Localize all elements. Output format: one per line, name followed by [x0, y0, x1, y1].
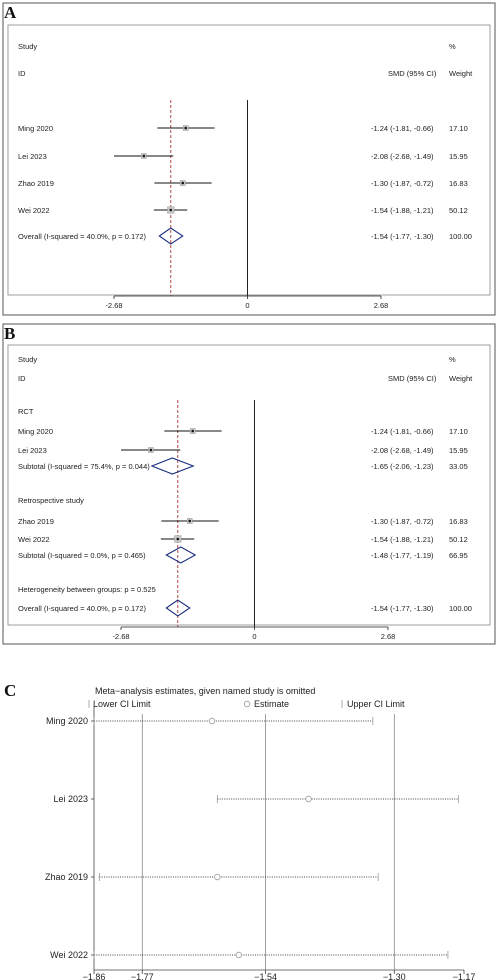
- study-name: Wei 2022: [18, 206, 50, 215]
- header-percent: %: [449, 42, 456, 51]
- weight-text: 16.83: [449, 179, 468, 188]
- weight-text: 15.95: [449, 152, 468, 161]
- ci-text: -2.08 (-2.68, -1.49): [371, 152, 434, 161]
- ci-text: -1.54 (-1.88, -1.21): [371, 535, 434, 544]
- x-tick-label: 2.68: [381, 632, 396, 641]
- pooled-ci-text: -1.54 (-1.77, -1.30): [371, 604, 434, 613]
- x-tick-label: −1.54: [254, 972, 277, 980]
- x-tick-label: −1.86: [83, 972, 106, 980]
- header-id: ID: [18, 69, 26, 78]
- point-estimate: [169, 208, 173, 212]
- study-name: Wei 2022: [18, 535, 50, 544]
- study-label: Wei 2022: [50, 950, 88, 960]
- panel-a-plot-region: [7, 24, 491, 296]
- pooled-weight-text: 33.05: [449, 462, 468, 471]
- legend-lower-label: Lower CI Limit: [93, 699, 151, 709]
- x-tick-label: -2.68: [105, 301, 122, 310]
- x-tick-label: -2.68: [112, 632, 129, 641]
- panel-c-sensitivity-plot: Meta−analysis estimates, given named stu…: [45, 686, 475, 980]
- x-tick-label: 0: [252, 632, 256, 641]
- study-label: Lei 2023: [53, 794, 88, 804]
- header-weight: Weight: [449, 374, 473, 383]
- study-name: Lei 2023: [18, 446, 47, 455]
- point-estimate: [176, 537, 180, 541]
- estimate-marker: [214, 873, 221, 881]
- point-estimate: [191, 429, 195, 433]
- pooled-ci-text: -1.54 (-1.77, -1.30): [371, 232, 434, 241]
- weight-text: 15.95: [449, 446, 468, 455]
- ci-text: -1.30 (-1.87, -0.72): [371, 517, 434, 526]
- ci-text: -1.24 (-1.81, -0.66): [371, 124, 434, 133]
- weight-text: 50.12: [449, 535, 468, 544]
- panel-a-label: A: [4, 3, 17, 22]
- estimate-marker: [235, 951, 242, 959]
- weight-text: 50.12: [449, 206, 468, 215]
- panel-b-label: B: [4, 324, 15, 343]
- header-effect: SMD (95% CI): [388, 374, 437, 383]
- header-id: ID: [18, 374, 26, 383]
- x-tick-label: −1.17: [453, 972, 476, 980]
- x-tick-label: 0: [245, 301, 249, 310]
- point-estimate: [188, 519, 192, 523]
- legend-estimate-marker: [243, 700, 251, 708]
- pooled-diamond: [158, 227, 184, 245]
- study-name: Zhao 2019: [18, 179, 54, 188]
- study-name: Zhao 2019: [18, 517, 54, 526]
- heterogeneity-text: Heterogeneity between groups: p = 0.525: [18, 585, 156, 594]
- estimate-marker: [208, 717, 216, 725]
- weight-text: 17.10: [449, 427, 468, 436]
- weight-text: 17.10: [449, 124, 468, 133]
- study-label: Zhao 2019: [45, 872, 88, 882]
- panel-b-forest-plot: Study ID SMD (95% CI)% Weight -2.68 0 2.68 RCT M…: [18, 355, 473, 641]
- study-name: Lei 2023: [18, 152, 47, 161]
- pooled-weight-text: 100.00: [449, 604, 472, 613]
- legend-estimate-label: Estimate: [254, 699, 289, 709]
- pooled-ci-text: -1.48 (-1.77, -1.19): [371, 551, 434, 560]
- pooled-diamond: [165, 599, 191, 617]
- panel-a-forest-plot: Study ID SMD (95% CI)% Weight -2.68 0 2.68 Ming…: [18, 42, 473, 310]
- pooled-ci-text: -1.65 (-2.06, -1.23): [371, 462, 434, 471]
- panel-b-plot-region: [7, 344, 491, 626]
- chart-title: Meta−analysis estimates, given named stu…: [95, 686, 315, 696]
- point-estimate: [149, 448, 153, 452]
- pooled-weight-text: 66.95: [449, 551, 468, 560]
- panel-a-frame: [2, 2, 496, 316]
- pooled-name: Overall (I-squared = 40.0%, p = 0.172): [18, 232, 146, 241]
- subgroup-label: Retrospective study: [18, 496, 84, 505]
- x-tick-label: −1.30: [383, 972, 406, 980]
- pooled-diamond: [150, 457, 195, 475]
- pooled-weight-text: 100.00: [449, 232, 472, 241]
- subgroup-label: RCT: [18, 407, 34, 416]
- point-estimate: [181, 181, 185, 185]
- study-name: Ming 2020: [18, 124, 53, 133]
- header-study: Study: [18, 355, 37, 364]
- x-tick-label: −1.77: [131, 972, 154, 980]
- ci-text: -1.54 (-1.88, -1.21): [371, 206, 434, 215]
- header-effect: SMD (95% CI): [388, 69, 437, 78]
- pooled-name: Subtotal (I-squared = 75.4%, p = 0.044): [18, 462, 150, 471]
- ci-text: -1.30 (-1.87, -0.72): [371, 179, 434, 188]
- panel-b-frame: [2, 323, 496, 645]
- point-estimate: [142, 154, 146, 158]
- point-estimate: [184, 126, 188, 130]
- pooled-name: Subtotal (I-squared = 0.0%, p = 0.465): [18, 551, 146, 560]
- ci-text: -1.24 (-1.81, -0.66): [371, 427, 434, 436]
- study-name: Ming 2020: [18, 427, 53, 436]
- pooled-diamond: [165, 546, 197, 564]
- study-label: Ming 2020: [46, 716, 88, 726]
- header-percent: %: [449, 355, 456, 364]
- ci-text: -2.08 (-2.68, -1.49): [371, 446, 434, 455]
- legend-upper-label: Upper CI Limit: [347, 699, 405, 709]
- header-study: Study: [18, 42, 37, 51]
- pooled-name: Overall (I-squared = 40.0%, p = 0.172): [18, 604, 146, 613]
- x-tick-label: 2.68: [374, 301, 389, 310]
- panel-c-label: C: [4, 681, 16, 700]
- header-weight: Weight: [449, 69, 473, 78]
- weight-text: 16.83: [449, 517, 468, 526]
- estimate-marker: [305, 795, 312, 803]
